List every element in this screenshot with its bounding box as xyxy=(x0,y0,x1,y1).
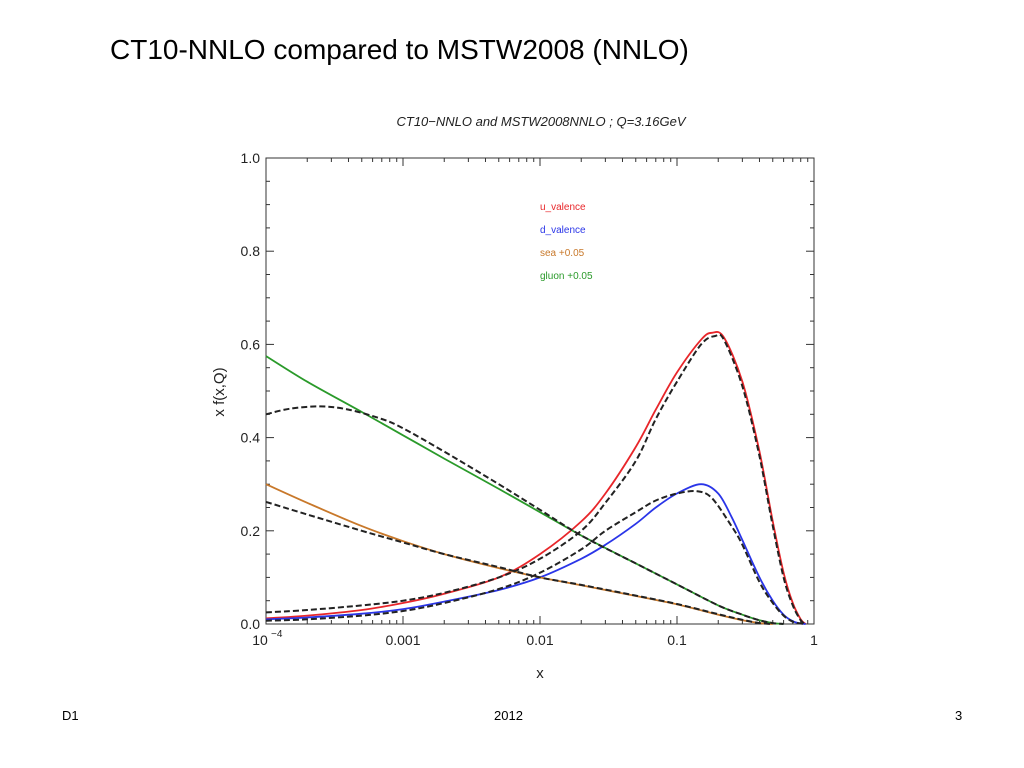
x-tick-label: 0.001 xyxy=(385,632,420,648)
slide-title: CT10-NNLO compared to MSTW2008 (NNLO) xyxy=(110,34,689,65)
series-line-d-valence xyxy=(265,483,806,625)
slide-number: 3 xyxy=(955,708,963,723)
legend-entry: sea +0.05 xyxy=(540,248,585,259)
y-tick-label: 1.0 xyxy=(241,150,261,166)
chart-title: CT10−NNLO and MSTW2008NNLO ; Q=3.16GeV xyxy=(396,114,686,129)
series-line-mstw-dashed xyxy=(265,333,807,625)
series-line-mstw-dashed xyxy=(265,405,784,625)
legend-entry: gluon +0.05 xyxy=(540,271,593,282)
x-tick-label: 10 xyxy=(252,632,268,648)
legend-entry: u_valence xyxy=(540,202,586,213)
y-axis-label: x f(x,Q) xyxy=(211,367,228,416)
y-tick-label: 0.8 xyxy=(241,243,261,259)
plot-area: 0.0 0.2 0.4 0.6 0.8 1.0 10 −4 0.001 0.01 0.1 1 u_val… xyxy=(241,150,819,648)
x-tick-label: 0.01 xyxy=(526,632,553,648)
footer-date: 2012 xyxy=(494,708,523,723)
x-tick-label-exponent: −4 xyxy=(271,629,283,640)
series-line-sea-0-05 xyxy=(265,483,773,625)
x-tick-label: 1 xyxy=(810,632,818,648)
y-tick-label: 0.6 xyxy=(241,336,261,352)
footer-left-text: D1 xyxy=(62,708,79,723)
x-tick-label: 0.1 xyxy=(667,632,687,648)
x-axis-label: x xyxy=(536,665,544,682)
y-tick-label: 0.4 xyxy=(241,430,261,446)
y-tick-label: 0.0 xyxy=(241,616,261,632)
series-line-mstw-dashed xyxy=(265,490,806,625)
legend-entry: d_valence xyxy=(540,225,586,236)
series-line-mstw-dashed xyxy=(265,500,773,625)
y-tick-label: 0.2 xyxy=(241,523,261,539)
series-line-gluon-0-05 xyxy=(265,355,784,625)
series-line-u-valence xyxy=(265,331,807,625)
